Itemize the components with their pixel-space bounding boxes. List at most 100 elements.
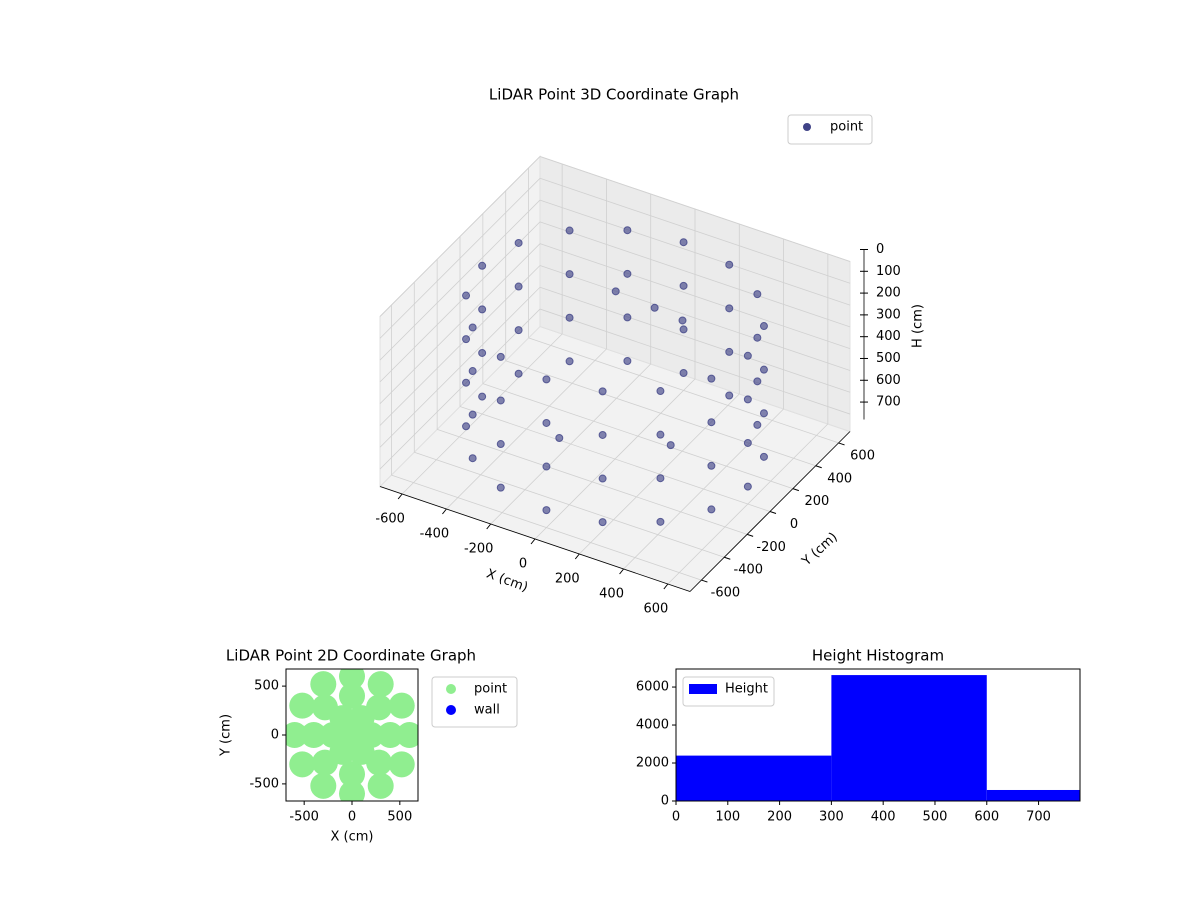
point — [468, 367, 477, 376]
x-tick-label: 600 — [974, 810, 999, 825]
grid-line — [379, 156, 541, 317]
y-tick-label: 400 — [827, 471, 852, 486]
point — [339, 780, 365, 801]
point — [514, 238, 523, 247]
point — [598, 518, 607, 527]
point — [656, 517, 665, 526]
z-tick-label: 200 — [876, 286, 901, 301]
grid-line — [539, 308, 851, 415]
plot-area — [286, 669, 418, 801]
bar — [831, 675, 987, 801]
tick-mark — [815, 465, 822, 469]
y-tick-label: 600 — [850, 448, 875, 463]
x-tick-label: 0 — [348, 810, 356, 825]
x-tick-label: 400 — [871, 810, 896, 825]
z-tick-label: 300 — [876, 307, 901, 322]
tick-mark — [486, 523, 492, 530]
tick-mark — [530, 538, 536, 545]
point — [679, 238, 688, 247]
y-axis-line — [689, 431, 851, 592]
x-tick-label: 200 — [555, 572, 580, 587]
legend-label: point — [474, 682, 507, 697]
point — [496, 396, 505, 405]
y-tick-label: 4000 — [636, 718, 669, 733]
point — [339, 669, 365, 690]
z-axis-label: H (cm) — [911, 304, 926, 348]
point — [650, 303, 659, 312]
y-tick-label: 0 — [790, 517, 798, 532]
y-axis-label: Y (cm) — [799, 530, 841, 570]
point — [598, 430, 607, 439]
tick-mark — [792, 488, 800, 492]
bar — [986, 789, 1080, 801]
point — [542, 462, 551, 471]
grid-line — [437, 428, 748, 535]
point — [462, 378, 471, 387]
chart-title: LiDAR Point 2D Coordinate Graph — [226, 647, 476, 665]
point — [286, 722, 308, 748]
grid-line — [539, 265, 851, 371]
point — [611, 287, 620, 296]
point — [759, 322, 768, 331]
point — [598, 474, 607, 483]
point — [759, 409, 768, 418]
y-tick-label: 500 — [254, 679, 279, 694]
tick-mark — [701, 579, 708, 583]
tick-mark — [442, 508, 447, 515]
point — [496, 440, 505, 449]
grid-line — [459, 406, 771, 512]
z-tick-label: 0 — [876, 242, 884, 257]
point — [725, 347, 734, 356]
point — [388, 692, 415, 719]
point — [289, 692, 316, 719]
point — [468, 410, 477, 419]
point — [707, 505, 716, 514]
point — [679, 368, 688, 377]
point — [753, 290, 762, 299]
point — [725, 391, 734, 400]
tick-mark — [838, 442, 845, 446]
point — [623, 269, 632, 278]
tick-mark — [724, 556, 731, 560]
point — [339, 722, 365, 748]
grid-line — [379, 243, 541, 404]
x-tick-label: -400 — [420, 527, 450, 542]
chart-title: LiDAR Point 3D Coordinate Graph — [489, 86, 739, 104]
z-tick-label: 500 — [876, 351, 901, 366]
point — [339, 761, 365, 788]
z-tick-label: 100 — [876, 264, 901, 279]
x-tick-label: -500 — [289, 810, 319, 825]
grid-line — [539, 286, 851, 393]
point — [565, 270, 574, 279]
grid-line — [539, 221, 851, 328]
x-axis-line — [379, 486, 691, 592]
x-tick-label: 400 — [599, 587, 624, 602]
x-tick-label: 300 — [819, 810, 844, 825]
grid-line — [482, 383, 793, 490]
point — [759, 452, 768, 461]
grid-line — [379, 178, 541, 339]
point — [743, 438, 752, 447]
point — [496, 352, 505, 361]
grid-line — [539, 243, 851, 350]
legend-label: point — [830, 120, 863, 135]
point — [623, 356, 632, 365]
point — [759, 365, 768, 374]
y-tick-label: 2000 — [636, 756, 669, 771]
point — [678, 316, 687, 325]
point — [656, 430, 665, 439]
point — [666, 441, 675, 450]
point — [468, 454, 477, 463]
y-tick-label: -600 — [711, 586, 741, 601]
point — [679, 325, 688, 334]
y-axis-label: Y (cm) — [219, 714, 234, 757]
point — [377, 722, 404, 748]
point — [514, 282, 523, 291]
point — [656, 474, 665, 483]
legend-marker — [446, 705, 456, 715]
point — [542, 375, 551, 384]
point — [565, 226, 574, 235]
x-tick-label: -600 — [375, 512, 405, 527]
tick-mark — [619, 568, 624, 575]
axes-frame — [675, 668, 1081, 802]
